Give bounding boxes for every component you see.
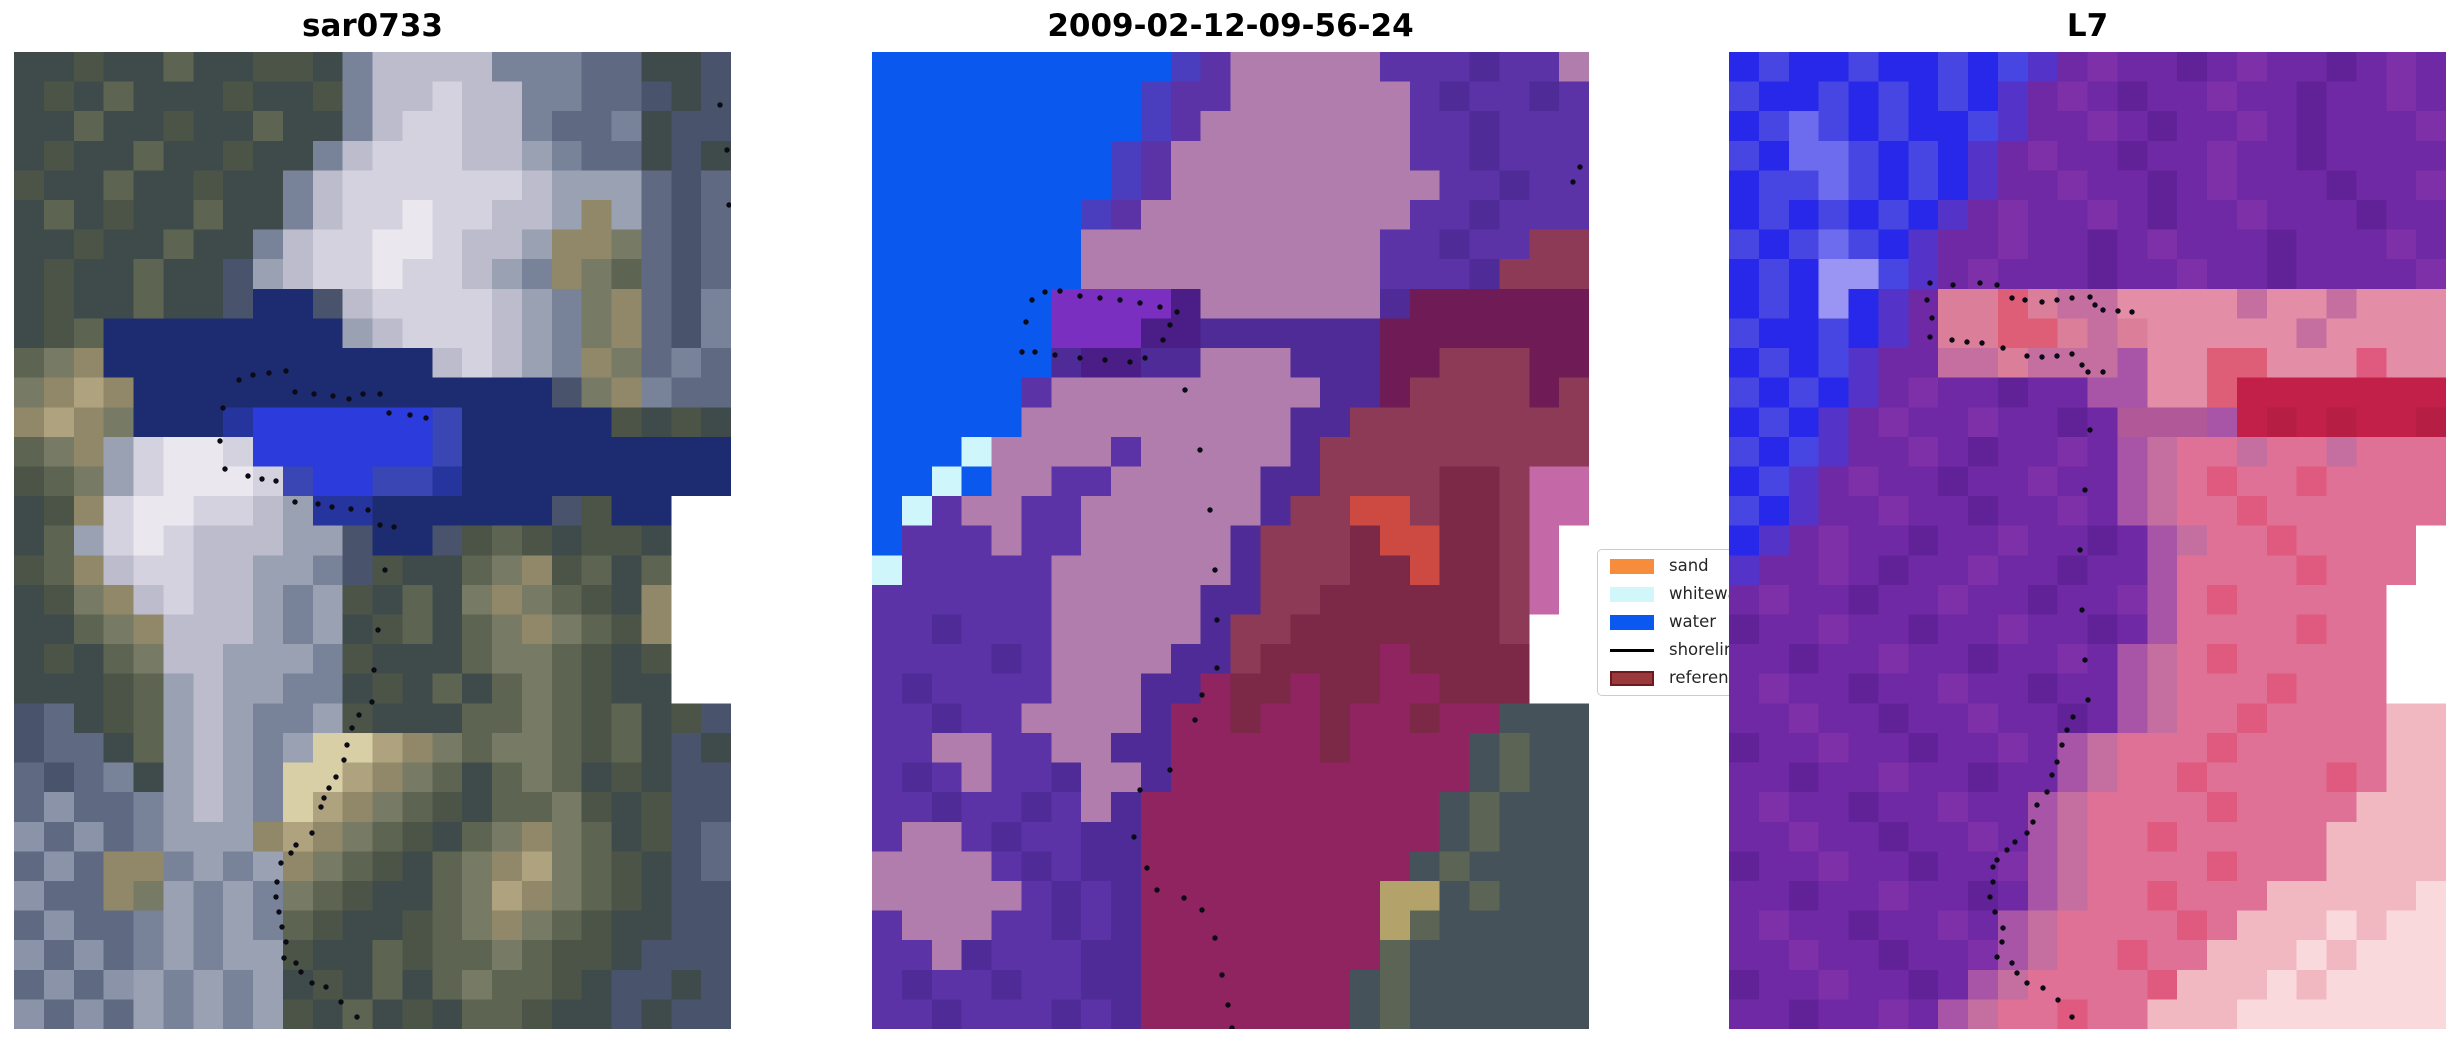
panel-title-date: 2009-02-12-09-56-24 <box>1047 8 1414 44</box>
water-swatch <box>1610 614 1654 630</box>
panel-title-sar0733: sar0733 <box>302 8 443 44</box>
panel-l7: L7 <box>1729 8 2446 1029</box>
shoreline-line-swatch <box>1610 648 1654 652</box>
sar-image <box>14 52 731 1029</box>
whitewater-swatch <box>1610 586 1654 602</box>
legend-row-sand: sand <box>1610 556 1788 575</box>
legend-label: sand <box>1669 556 1709 575</box>
legend-label: water <box>1669 612 1717 631</box>
legend-label: reference <box>1669 668 1748 687</box>
classification-image <box>872 52 1589 1029</box>
reference-swatch <box>1610 670 1654 686</box>
panel-title-l7: L7 <box>2066 8 2109 44</box>
legend-label: shoreline <box>1669 640 1745 659</box>
panel-classification-2009-02-12: 2009-02-12-09-56-24 <box>872 8 1589 1029</box>
legend-row-shoreline: shoreline <box>1610 640 1788 659</box>
sand-swatch <box>1610 558 1654 574</box>
panel-sar0733: sar0733 <box>14 8 731 1029</box>
legend-row-water: water <box>1610 612 1788 631</box>
legend-row-reference: reference <box>1610 668 1788 687</box>
l7-image <box>1729 52 2446 1029</box>
